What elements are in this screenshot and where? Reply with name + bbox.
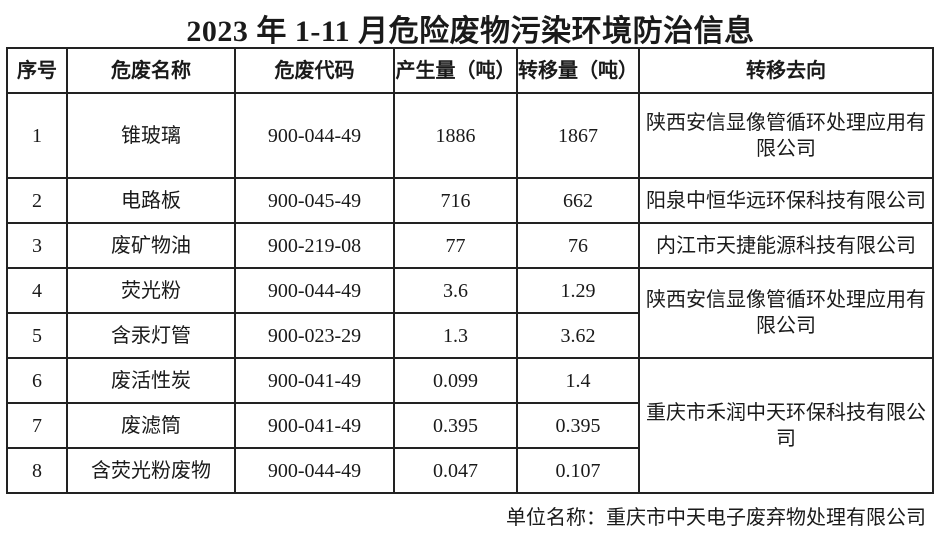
cell-waste-name: 废滤筒 (66, 402, 236, 449)
cell-transferred: 1.4 (516, 357, 640, 404)
cell-produced: 77 (393, 222, 518, 269)
cell-seq: 4 (6, 267, 68, 314)
cell-waste-code: 900-041-49 (234, 357, 395, 404)
cell-seq: 5 (6, 312, 68, 359)
table-row: 7 废滤筒 900-041-49 0.395 0.395 (6, 402, 933, 449)
header-row: 序号 危废名称 危废代码 产生量（吨） 转移量（吨） 转移去向 (6, 47, 934, 94)
cell-destination: 内江市天捷能源科技有限公司 (638, 222, 934, 269)
col-header-destination: 转移去向 (638, 47, 934, 94)
cell-waste-name: 锥玻璃 (66, 92, 236, 179)
cell-produced: 0.047 (393, 447, 518, 494)
cell-transferred: 662 (516, 177, 640, 224)
col-header-waste-code: 危废代码 (234, 47, 395, 94)
cell-destination-merged: 陕西安信显像管循环处理应用有限公司 (638, 267, 934, 359)
cell-transferred: 0.395 (516, 402, 640, 449)
page-title: 2023 年 1-11 月危险废物污染环境防治信息 (186, 15, 755, 48)
cell-waste-code: 900-044-49 (234, 267, 395, 314)
table-row: 3 废矿物油 900-219-08 77 76 内江市天捷能源科技有限公司 (6, 222, 934, 269)
cell-transferred: 76 (516, 222, 640, 269)
table-row: 8 含荧光粉废物 900-044-49 0.047 0.107 (6, 447, 933, 494)
cell-seq: 2 (6, 177, 68, 224)
cell-destination-merged: 重庆市禾润中天环保科技有限公司 (638, 357, 934, 494)
col-header-waste-name: 危废名称 (66, 47, 236, 94)
cell-transferred: 0.107 (516, 447, 640, 494)
table-row: 5 含汞灯管 900-023-29 1.3 3.62 (6, 312, 933, 359)
col-header-seq: 序号 (6, 47, 68, 94)
cell-waste-code: 900-023-29 (234, 312, 395, 359)
cell-waste-name: 荧光粉 (66, 267, 236, 314)
table-row: 1 锥玻璃 900-044-49 1886 1867 陕西安信显像管循环处理应用… (6, 92, 934, 179)
cell-transferred: 3.62 (516, 312, 640, 359)
unit-name-label: 单位名称：重庆市中天电子废弃物处理有限公司 (506, 507, 926, 529)
cell-destination: 阳泉中恒华远环保科技有限公司 (638, 177, 934, 224)
cell-waste-name: 废矿物油 (66, 222, 236, 269)
table-row: 2 电路板 900-045-49 716 662 阳泉中恒华远环保科技有限公司 (6, 177, 934, 224)
cell-waste-name: 含荧光粉废物 (66, 447, 236, 494)
cell-waste-code: 900-044-49 (234, 447, 395, 494)
cell-waste-code: 900-045-49 (234, 177, 395, 224)
table-row: 6 废活性炭 900-041-49 0.099 1.4 重庆市禾润中天环保科技有… (6, 357, 934, 494)
cell-waste-name: 含汞灯管 (66, 312, 236, 359)
cell-waste-name: 废活性炭 (66, 357, 236, 404)
table-row: 4 荧光粉 900-044-49 3.6 1.29 陕西安信显像管循环处理应用有… (6, 267, 934, 359)
cell-waste-code: 900-041-49 (234, 402, 395, 449)
cell-transferred: 1867 (516, 92, 640, 179)
cell-waste-code: 900-219-08 (234, 222, 395, 269)
cell-produced: 1886 (393, 92, 518, 179)
cell-produced: 0.099 (393, 357, 518, 404)
cell-seq: 8 (6, 447, 68, 494)
cell-seq: 6 (6, 357, 68, 404)
cell-produced: 3.6 (393, 267, 518, 314)
cell-seq: 7 (6, 402, 68, 449)
hazardous-waste-table: 序号 危废名称 危废代码 产生量（吨） 转移量（吨） 转移去向 1 锥玻璃 90… (6, 47, 934, 494)
cell-destination: 陕西安信显像管循环处理应用有限公司 (638, 92, 934, 179)
cell-seq: 3 (6, 222, 68, 269)
cell-waste-name: 电路板 (66, 177, 236, 224)
col-header-transferred: 转移量（吨） (516, 47, 640, 94)
cell-produced: 716 (393, 177, 518, 224)
col-header-produced: 产生量（吨） (393, 47, 518, 94)
cell-seq: 1 (6, 92, 68, 179)
cell-produced: 1.3 (393, 312, 518, 359)
cell-produced: 0.395 (393, 402, 518, 449)
cell-waste-code: 900-044-49 (234, 92, 395, 179)
cell-transferred: 1.29 (516, 267, 640, 314)
